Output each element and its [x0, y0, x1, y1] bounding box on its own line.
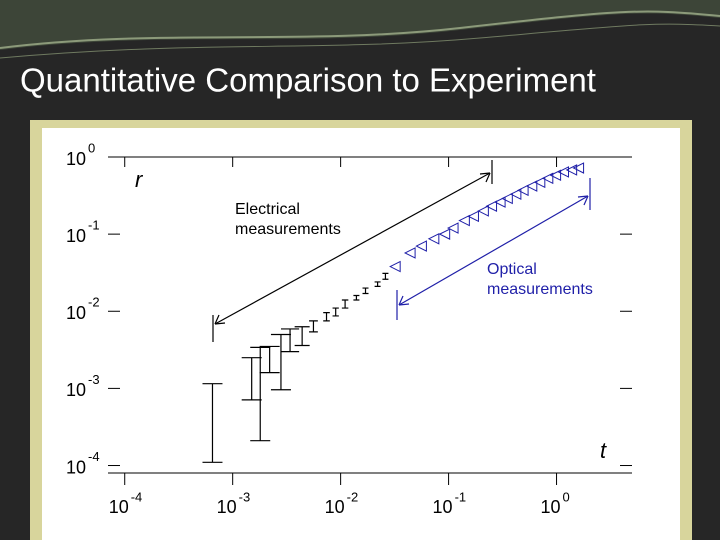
error-bar — [362, 287, 369, 295]
x-tick-exponent: 0 — [563, 489, 570, 504]
triangle-marker — [438, 228, 451, 240]
triangle-marker — [525, 180, 538, 192]
header-wave-line — [0, 10, 720, 49]
plot: 10 -4 10 -3 10 -2 10 -1 10 010-410-310-210-1100rt… — [66, 140, 632, 517]
triangle-marker — [446, 222, 459, 234]
annotation: measurements — [487, 281, 593, 298]
x-tick-label: 10 — [433, 497, 453, 517]
y-tick-label: 10 — [66, 226, 86, 246]
x-tick-exponent: -2 — [347, 489, 359, 504]
triangle-marker — [501, 192, 513, 205]
optical-arrow — [396, 178, 591, 320]
y-tick-exponent: -3 — [88, 372, 100, 387]
annotation: measurements — [235, 221, 341, 238]
error-bar — [250, 346, 271, 442]
x-tick-label: 10 — [109, 497, 129, 517]
error-bar — [270, 333, 291, 391]
triangle-marker — [467, 210, 479, 223]
y-tick-label: 10 — [66, 149, 86, 169]
error-bar — [259, 345, 280, 374]
y-axis-label: r — [135, 167, 144, 192]
triangle-marker — [572, 162, 585, 174]
electrical-arrow — [212, 160, 493, 342]
triangle-marker — [415, 240, 427, 252]
error-bar — [323, 312, 330, 322]
error-bar — [353, 294, 360, 301]
y-tick-exponent: -4 — [88, 449, 100, 464]
triangle-marker — [427, 232, 440, 245]
triangle-marker — [516, 184, 529, 197]
y-tick-label: 10 — [66, 457, 86, 477]
x-tick-label: 10 — [325, 497, 345, 517]
header-wave-line — [0, 23, 720, 59]
triangle-marker — [389, 260, 401, 273]
error-bar — [382, 272, 389, 280]
y-tick-label: 10 — [66, 303, 86, 323]
y-tick-exponent: -2 — [88, 295, 100, 310]
x-tick-label: 10 — [217, 497, 237, 517]
x-tick-exponent: -3 — [239, 489, 251, 504]
error-bar — [374, 281, 381, 288]
triangle-marker — [485, 200, 498, 213]
chart-panel — [42, 128, 680, 540]
triangle-marker — [541, 172, 554, 185]
x-axis-label: t — [600, 438, 607, 463]
x-tick-exponent: -4 — [131, 489, 143, 504]
x-tick-label: 10 — [541, 497, 561, 517]
triangle-marker — [477, 205, 489, 217]
y-tick-exponent: -1 — [88, 218, 100, 233]
triangle-marker — [458, 214, 470, 227]
triangle-marker — [549, 169, 562, 182]
error-bar — [294, 326, 310, 347]
triangle-marker — [493, 196, 506, 208]
triangle-marker — [509, 188, 522, 200]
error-bar — [241, 357, 262, 401]
error-bar — [280, 328, 300, 353]
y-tick-exponent: 0 — [88, 140, 95, 155]
triangle-marker — [557, 166, 570, 178]
x-tick-exponent: -1 — [455, 489, 467, 504]
triangle-marker — [403, 247, 416, 259]
triangle-marker — [533, 176, 546, 189]
slide-title: Quantitative Comparison to Experiment — [20, 62, 596, 99]
annotation: Electrical — [235, 201, 300, 218]
error-bar — [309, 320, 318, 333]
error-bar — [332, 307, 339, 317]
error-bar — [202, 383, 223, 463]
error-bar — [341, 299, 349, 309]
annotation: Optical — [487, 261, 537, 278]
y-tick-label: 10 — [66, 380, 86, 400]
